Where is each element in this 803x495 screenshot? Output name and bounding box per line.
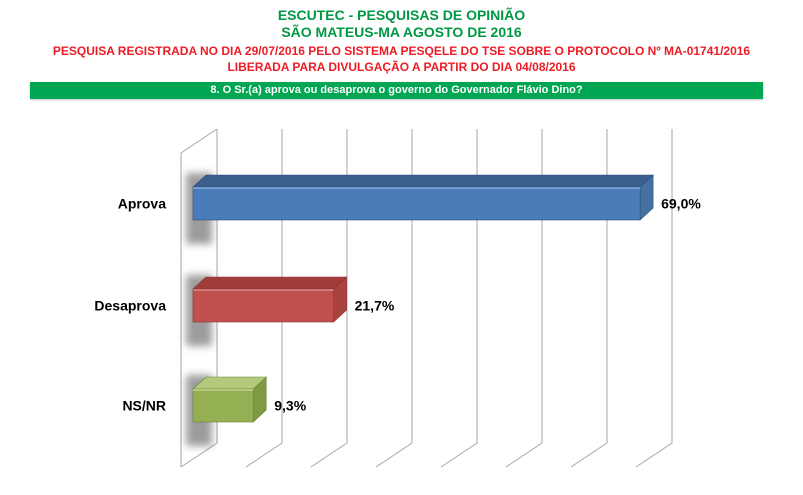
bar-value-label: 21,7%	[355, 298, 395, 314]
bar-front-face	[192, 288, 334, 323]
chart-gridline	[570, 129, 608, 468]
bar-aprova	[186, 173, 654, 244]
bar-front-face	[192, 186, 641, 221]
chart-gridline	[310, 129, 348, 468]
bar-value-label: 69,0%	[661, 196, 701, 212]
bar-chart: Aprova 69,0% Desaprova 21,7% NS/NR 9,3%	[94, 128, 701, 468]
question-banner: 8. O Sr.(a) aprova ou desaprova o govern…	[30, 82, 763, 99]
category-label: Desaprova	[94, 298, 166, 314]
release-date-line: LIBERADA PARA DIVULGAÇÃO A PARTIR DO DIA…	[227, 60, 576, 74]
chart-gridline	[180, 129, 218, 468]
chart-gridline	[635, 129, 673, 468]
category-label: NS/NR	[122, 398, 166, 414]
chart-bars	[186, 173, 654, 446]
survey-location-date: SÃO MATEUS-MA AGOSTO DE 2016	[281, 24, 522, 40]
bar-top-face	[192, 174, 654, 188]
category-label: Aprova	[118, 196, 166, 212]
bar-top-face	[192, 376, 268, 390]
bar-value-label: 9,3%	[274, 398, 306, 414]
chart-side-wall	[180, 128, 218, 467]
chart-gridline	[375, 129, 413, 468]
chart-walls	[180, 128, 673, 468]
chart-gridline	[440, 129, 478, 468]
bar-top-face	[192, 276, 348, 290]
bar-desaprova	[186, 275, 348, 346]
registration-protocol-line: PESQUISA REGISTRADA NO DIA 29/07/2016 PE…	[52, 44, 751, 58]
bar-ns-nr	[186, 375, 268, 446]
chart-labels: Aprova 69,0% Desaprova 21,7% NS/NR 9,3%	[94, 196, 701, 414]
chart-gridline	[505, 129, 543, 468]
chart-gridline	[245, 129, 283, 468]
bar-front-face	[192, 388, 254, 423]
company-title: ESCUTEC - PESQUISAS DE OPINIÃO	[277, 7, 526, 23]
